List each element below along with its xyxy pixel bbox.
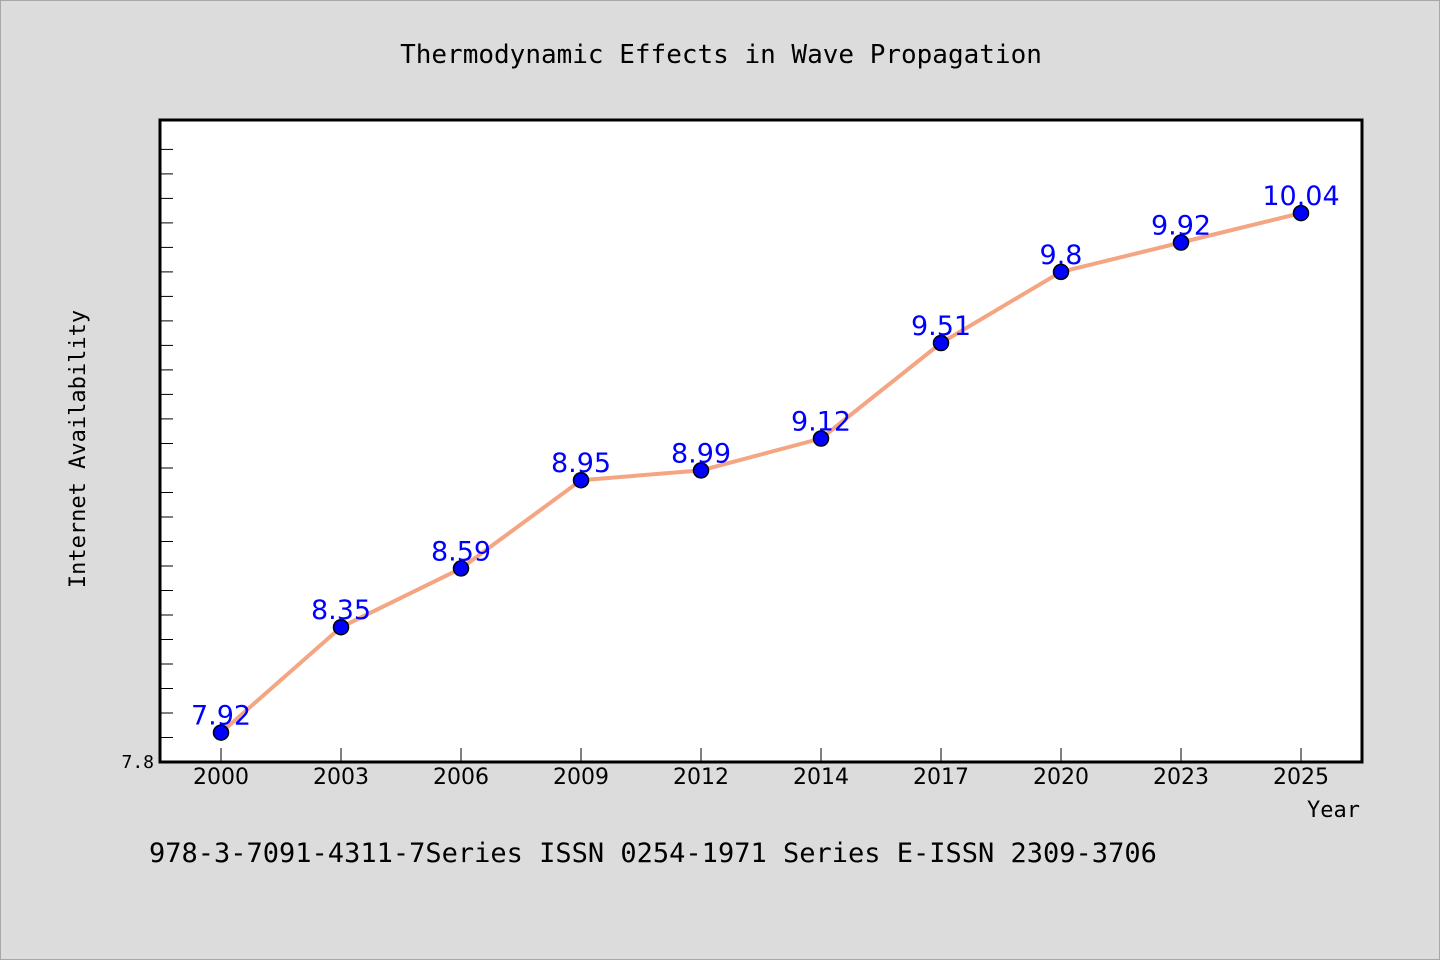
x-tick-label: 2006 [433, 765, 489, 790]
x-axis-label: Year [1307, 798, 1360, 823]
data-label: 8.99 [671, 438, 731, 469]
x-tick-label: 2020 [1033, 765, 1089, 790]
data-label: 9.8 [1040, 240, 1083, 271]
y-axis-label: Internet Availability [66, 310, 91, 588]
footer-text: 978-3-7091-4311-7Series ISSN 0254-1971 S… [149, 838, 1157, 869]
data-label: 10.04 [1262, 181, 1339, 212]
data-label: 8.95 [551, 448, 611, 479]
x-tick-label: 2000 [193, 765, 249, 790]
x-tick-label: 2003 [313, 765, 369, 790]
x-tick-label: 2025 [1273, 765, 1329, 790]
y-tick-label: 7.8 [121, 752, 154, 773]
chart-title: Thermodynamic Effects in Wave Propagatio… [400, 40, 1042, 70]
data-label: 8.59 [431, 536, 491, 567]
x-tick-label: 2017 [913, 765, 969, 790]
data-label: 9.51 [911, 311, 971, 342]
x-tick-label: 2014 [793, 765, 849, 790]
data-label: 7.92 [191, 701, 251, 732]
chart-figure: Thermodynamic Effects in Wave Propagatio… [0, 0, 1440, 960]
x-tick-label: 2023 [1153, 765, 1209, 790]
data-label: 9.92 [1151, 211, 1211, 242]
data-label: 8.35 [311, 595, 371, 626]
data-label: 9.12 [791, 407, 851, 438]
x-tick-label: 2009 [553, 765, 609, 790]
x-tick-label: 2012 [673, 765, 729, 790]
x-axis-tick-labels: 2000 2003 2006 2009 2012 2014 2017 2020 2023 2025 [193, 765, 1329, 790]
line-chart: Thermodynamic Effects in Wave Propagatio… [1, 1, 1440, 961]
